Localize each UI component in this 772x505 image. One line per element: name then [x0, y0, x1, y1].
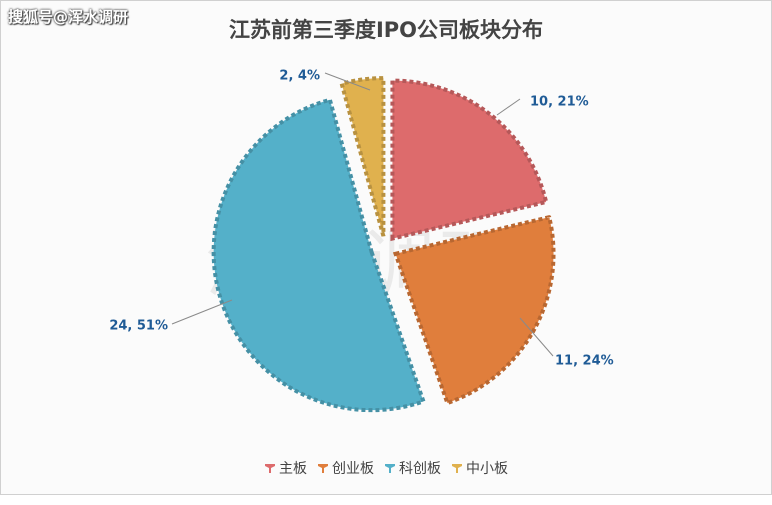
- leader-line-4: [324, 72, 371, 91]
- legend-label: 创业板: [332, 461, 374, 477]
- slice-label-2: 11, 24%: [555, 354, 614, 369]
- pie-slice-4: [339, 76, 386, 237]
- legend-item-2: 创业板: [317, 458, 374, 478]
- legend-label: 科创板: [399, 461, 441, 477]
- slice-labels: 10, 21% 11, 24% 24, 51% 2, 4%: [109, 69, 613, 369]
- legend-item-1: 主板: [264, 458, 307, 478]
- pie-slices: [211, 76, 556, 413]
- pie-slice-3: [211, 97, 427, 413]
- slice-label-4: 2, 4%: [279, 69, 320, 84]
- legend-swatch-icon: [452, 464, 462, 473]
- legend-item-4: 中小板: [451, 458, 508, 478]
- legend-label: 中小板: [466, 461, 508, 477]
- leader-line-1: [496, 98, 521, 116]
- label-leader-lines: [171, 72, 554, 357]
- pie-slice-1: [390, 78, 549, 242]
- legend-swatch-icon: [318, 464, 328, 473]
- pie-slice-2: [392, 214, 556, 406]
- legend-label: 主板: [279, 461, 307, 477]
- source-watermark-tag: 搜狐号@浑水调研: [8, 8, 129, 26]
- legend-swatch-icon: [385, 464, 395, 473]
- legend-swatch-icon: [265, 464, 275, 473]
- leader-line-2: [519, 317, 554, 357]
- leader-line-3: [171, 299, 233, 325]
- legend-item-3: 科创板: [384, 458, 441, 478]
- slice-label-1: 10, 21%: [530, 95, 589, 110]
- chart-legend: 主板 创业板 科创板 中小板: [0, 458, 772, 478]
- slice-label-3: 24, 51%: [109, 319, 168, 334]
- chart-title: 江苏前第三季度IPO公司板块分布: [228, 18, 544, 42]
